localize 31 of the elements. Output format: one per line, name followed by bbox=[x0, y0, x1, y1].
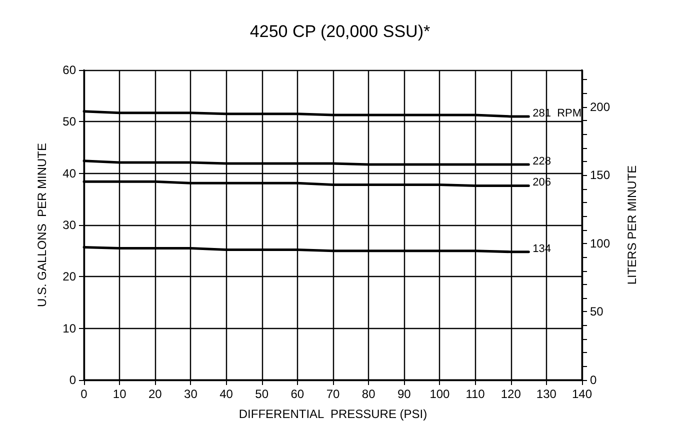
y-tick-label: 50 bbox=[62, 114, 76, 129]
x-tick-label: 70 bbox=[326, 387, 340, 401]
y-tick-label: 20 bbox=[62, 270, 76, 284]
x-tick-label: 50 bbox=[255, 387, 269, 401]
y2-tick-label: 150 bbox=[590, 168, 610, 182]
chart-title: 4250 CP (20,000 SSU)* bbox=[250, 22, 430, 41]
x-tick-label: 100 bbox=[430, 387, 450, 401]
x-tick-label: 120 bbox=[500, 387, 522, 401]
y-tick-label: 10 bbox=[62, 321, 76, 336]
y2-tick-label: 200 bbox=[590, 100, 610, 114]
x-tick-label: 90 bbox=[397, 387, 412, 401]
x-tick-label: 40 bbox=[220, 387, 234, 401]
x-tick-label: 10 bbox=[112, 387, 127, 401]
x-tick-label: 60 bbox=[290, 387, 304, 401]
x-axis-title: DIFFERENTIAL PRESSURE (PSI) bbox=[238, 407, 428, 421]
y2-tick-label: 100 bbox=[590, 236, 610, 250]
x-tick-label: 80 bbox=[362, 387, 376, 401]
x-tick-label: 30 bbox=[184, 387, 198, 401]
y2-tick-label: 50 bbox=[590, 304, 604, 319]
y-tick-label: 60 bbox=[62, 63, 76, 77]
y2-axis-title: LITERS PER MINUTE bbox=[625, 165, 639, 285]
x-tick-label: 130 bbox=[536, 387, 557, 401]
x-tick-label: 110 bbox=[466, 387, 486, 401]
y-tick-label: 40 bbox=[62, 166, 76, 180]
y2-tick-label: 0 bbox=[590, 373, 597, 387]
x-tick-label: 20 bbox=[148, 387, 162, 401]
y-tick-label: 0 bbox=[69, 373, 76, 387]
y-axis-title: U.S. GALLONS PER MINUTE bbox=[35, 142, 49, 308]
y-tick-label: 30 bbox=[62, 218, 76, 232]
x-tick-label: 140 bbox=[572, 387, 592, 401]
x-tick-label: 0 bbox=[80, 387, 88, 401]
